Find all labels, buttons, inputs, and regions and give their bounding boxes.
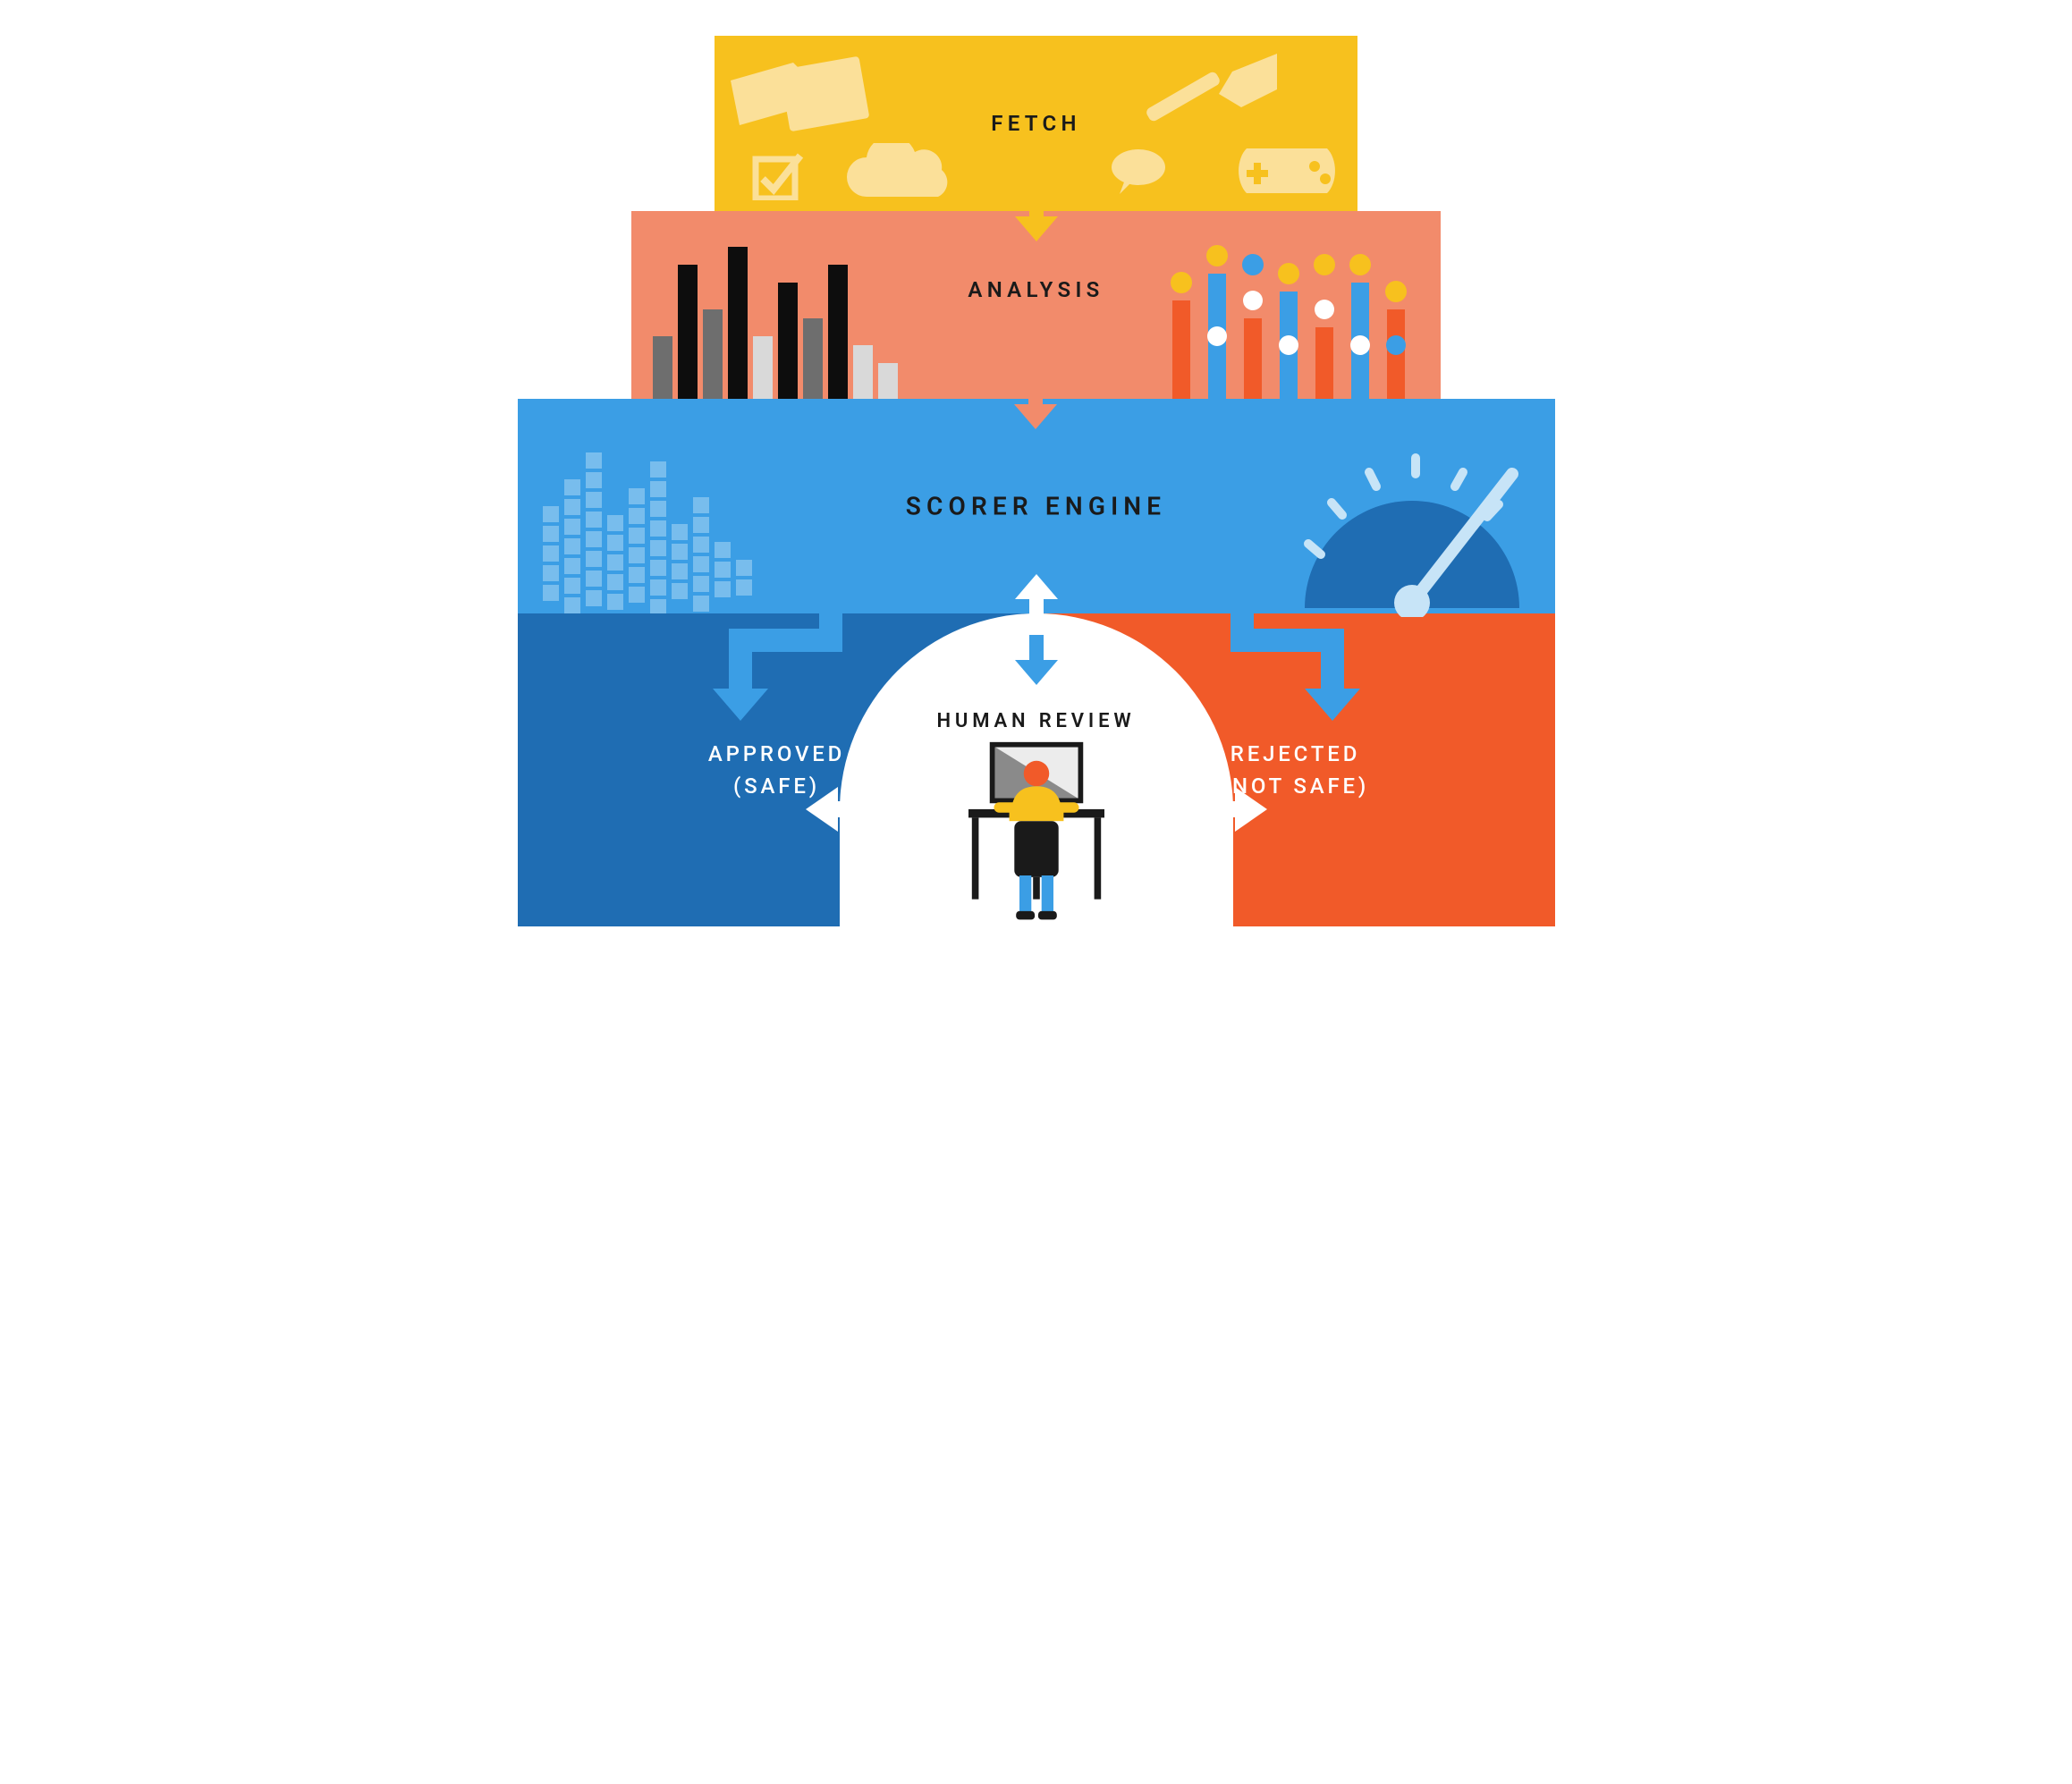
gamepad-icon — [1229, 131, 1345, 202]
approved-label: APPROVED (SAFE) — [708, 738, 845, 802]
stage-fetch-label: FETCH — [991, 111, 1080, 136]
arrow-scorer-to-rejected — [1224, 578, 1376, 730]
stage-fetch: FETCH — [715, 36, 1357, 211]
human-review-label: HUMAN REVIEW — [937, 710, 1136, 732]
dot-chart-icon — [1163, 229, 1423, 399]
checkbox-icon — [750, 147, 813, 200]
pencil-hand-icon — [1134, 45, 1277, 143]
rejected-label: REJECTED (NOT SAFE) — [1222, 738, 1369, 802]
arrow-fetch-to-analysis — [1011, 197, 1061, 243]
stage-scorer: SCORER ENGINE — [518, 399, 1555, 613]
bar-chart-icon — [653, 247, 898, 399]
cloud-icon — [840, 143, 956, 206]
chat-icon — [1107, 146, 1170, 195]
person-at-desk-icon — [938, 740, 1135, 926]
stage-scorer-label: SCORER ENGINE — [906, 492, 1166, 521]
stage-analysis-label: ANALYSIS — [968, 277, 1104, 302]
arrow-analysis-to-scorer — [1011, 385, 1061, 431]
review-pipeline-diagram: FETCH — [518, 36, 1555, 926]
arrow-scorer-human-bidir — [1010, 572, 1063, 687]
arrow-scorer-to-approved — [697, 578, 849, 730]
